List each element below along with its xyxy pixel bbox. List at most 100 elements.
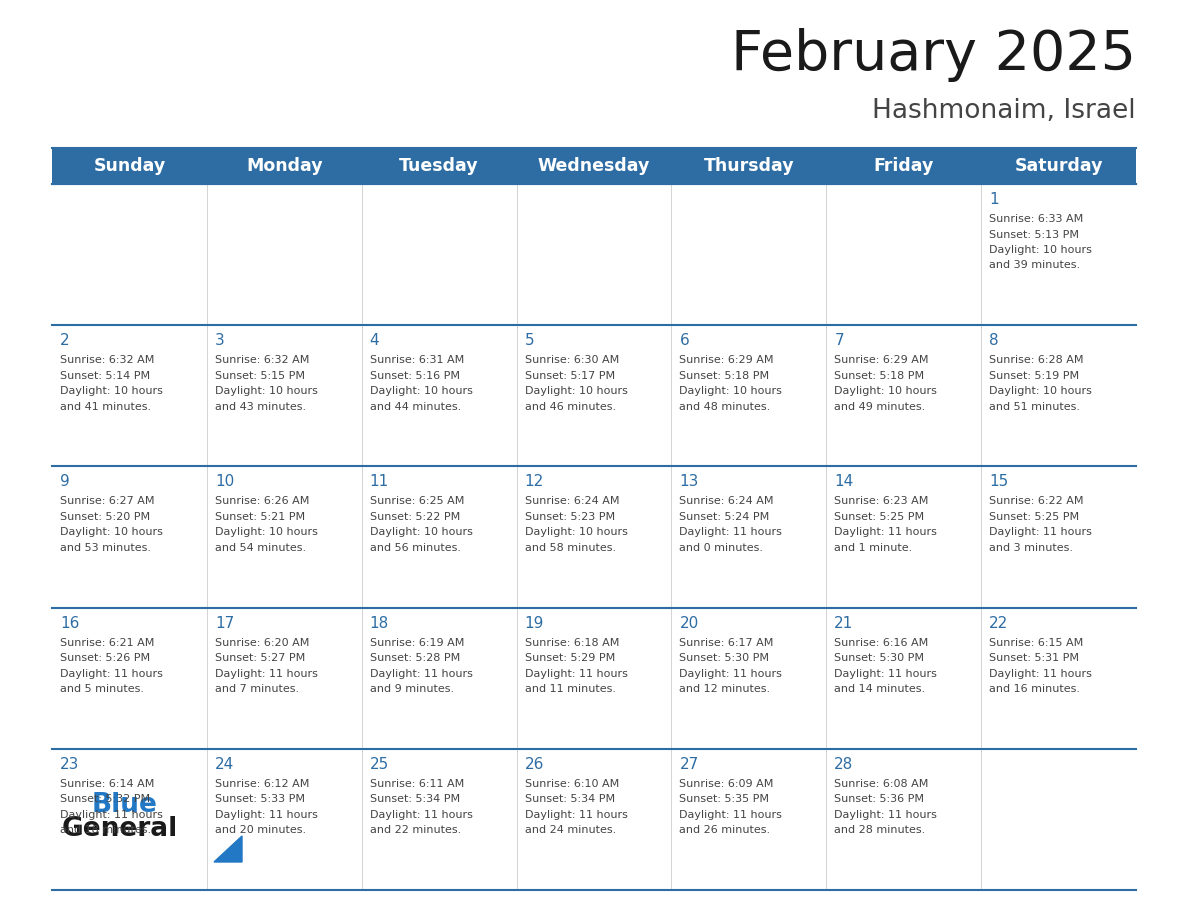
Text: Daylight: 11 hours: Daylight: 11 hours <box>834 668 937 678</box>
Text: Sunset: 5:35 PM: Sunset: 5:35 PM <box>680 794 770 804</box>
Text: Sunset: 5:32 PM: Sunset: 5:32 PM <box>61 794 150 804</box>
Text: 26: 26 <box>525 756 544 772</box>
Text: February 2025: February 2025 <box>731 28 1136 82</box>
Text: 4: 4 <box>369 333 379 348</box>
Text: Sunrise: 6:11 AM: Sunrise: 6:11 AM <box>369 778 465 789</box>
Text: Sunrise: 6:08 AM: Sunrise: 6:08 AM <box>834 778 929 789</box>
Polygon shape <box>214 836 242 862</box>
Text: 27: 27 <box>680 756 699 772</box>
Text: Sunrise: 6:21 AM: Sunrise: 6:21 AM <box>61 638 154 647</box>
Text: 18: 18 <box>369 616 388 631</box>
Text: Sunset: 5:34 PM: Sunset: 5:34 PM <box>369 794 460 804</box>
Text: Sunset: 5:34 PM: Sunset: 5:34 PM <box>525 794 614 804</box>
Text: Sunrise: 6:24 AM: Sunrise: 6:24 AM <box>525 497 619 507</box>
Text: Wednesday: Wednesday <box>538 157 650 175</box>
Text: Thursday: Thursday <box>703 157 794 175</box>
Text: 2: 2 <box>61 333 70 348</box>
Text: and 41 minutes.: and 41 minutes. <box>61 402 151 411</box>
Text: 20: 20 <box>680 616 699 631</box>
Text: Sunrise: 6:12 AM: Sunrise: 6:12 AM <box>215 778 309 789</box>
Bar <box>52 148 1136 184</box>
Text: Sunrise: 6:25 AM: Sunrise: 6:25 AM <box>369 497 465 507</box>
Text: Daylight: 10 hours: Daylight: 10 hours <box>369 386 473 397</box>
Text: Hashmonaim, Israel: Hashmonaim, Israel <box>872 98 1136 124</box>
Text: Sunrise: 6:17 AM: Sunrise: 6:17 AM <box>680 638 773 647</box>
Text: Daylight: 10 hours: Daylight: 10 hours <box>990 386 1092 397</box>
Text: Friday: Friday <box>873 157 934 175</box>
Text: and 24 minutes.: and 24 minutes. <box>525 825 615 835</box>
Text: Sunrise: 6:18 AM: Sunrise: 6:18 AM <box>525 638 619 647</box>
Text: Sunset: 5:33 PM: Sunset: 5:33 PM <box>215 794 305 804</box>
Text: Sunset: 5:36 PM: Sunset: 5:36 PM <box>834 794 924 804</box>
Text: Daylight: 10 hours: Daylight: 10 hours <box>525 528 627 537</box>
Text: Sunset: 5:26 PM: Sunset: 5:26 PM <box>61 653 150 663</box>
Text: Daylight: 11 hours: Daylight: 11 hours <box>525 668 627 678</box>
Text: 23: 23 <box>61 756 80 772</box>
Text: 24: 24 <box>215 756 234 772</box>
Text: Daylight: 11 hours: Daylight: 11 hours <box>834 810 937 820</box>
Text: Sunset: 5:23 PM: Sunset: 5:23 PM <box>525 512 614 522</box>
Text: Sunset: 5:20 PM: Sunset: 5:20 PM <box>61 512 150 522</box>
Text: Sunset: 5:31 PM: Sunset: 5:31 PM <box>990 653 1079 663</box>
Text: Daylight: 11 hours: Daylight: 11 hours <box>215 810 317 820</box>
Text: 22: 22 <box>990 616 1009 631</box>
Text: 3: 3 <box>215 333 225 348</box>
Text: Sunrise: 6:23 AM: Sunrise: 6:23 AM <box>834 497 929 507</box>
Text: General: General <box>62 816 178 842</box>
Text: Sunset: 5:21 PM: Sunset: 5:21 PM <box>215 512 305 522</box>
Text: Sunset: 5:22 PM: Sunset: 5:22 PM <box>369 512 460 522</box>
Text: 9: 9 <box>61 475 70 489</box>
Text: and 53 minutes.: and 53 minutes. <box>61 543 151 553</box>
Text: and 56 minutes.: and 56 minutes. <box>369 543 461 553</box>
Text: 8: 8 <box>990 333 999 348</box>
Text: Tuesday: Tuesday <box>399 157 479 175</box>
Text: and 7 minutes.: and 7 minutes. <box>215 684 299 694</box>
Text: 6: 6 <box>680 333 689 348</box>
Text: Sunset: 5:29 PM: Sunset: 5:29 PM <box>525 653 615 663</box>
Text: Daylight: 10 hours: Daylight: 10 hours <box>215 528 317 537</box>
Text: 5: 5 <box>525 333 535 348</box>
Text: Daylight: 11 hours: Daylight: 11 hours <box>680 668 783 678</box>
Text: and 46 minutes.: and 46 minutes. <box>525 402 615 411</box>
Text: Blue: Blue <box>91 792 158 818</box>
Text: Daylight: 11 hours: Daylight: 11 hours <box>990 668 1092 678</box>
Text: Daylight: 11 hours: Daylight: 11 hours <box>525 810 627 820</box>
Text: Daylight: 11 hours: Daylight: 11 hours <box>369 668 473 678</box>
Text: and 18 minutes.: and 18 minutes. <box>61 825 151 835</box>
Text: Sunrise: 6:30 AM: Sunrise: 6:30 AM <box>525 355 619 365</box>
Text: and 20 minutes.: and 20 minutes. <box>215 825 307 835</box>
Text: Sunrise: 6:29 AM: Sunrise: 6:29 AM <box>834 355 929 365</box>
Text: Sunset: 5:13 PM: Sunset: 5:13 PM <box>990 230 1079 240</box>
Text: Daylight: 11 hours: Daylight: 11 hours <box>680 528 783 537</box>
Text: 1: 1 <box>990 192 999 207</box>
Text: and 28 minutes.: and 28 minutes. <box>834 825 925 835</box>
Text: Daylight: 11 hours: Daylight: 11 hours <box>215 668 317 678</box>
Text: 25: 25 <box>369 756 388 772</box>
Text: Sunrise: 6:31 AM: Sunrise: 6:31 AM <box>369 355 465 365</box>
Text: Daylight: 11 hours: Daylight: 11 hours <box>61 810 163 820</box>
Text: Sunset: 5:28 PM: Sunset: 5:28 PM <box>369 653 460 663</box>
Text: Sunset: 5:15 PM: Sunset: 5:15 PM <box>215 371 305 381</box>
Text: Sunrise: 6:20 AM: Sunrise: 6:20 AM <box>215 638 309 647</box>
Text: Monday: Monday <box>246 157 323 175</box>
Text: and 51 minutes.: and 51 minutes. <box>990 402 1080 411</box>
Text: 16: 16 <box>61 616 80 631</box>
Text: Sunset: 5:18 PM: Sunset: 5:18 PM <box>680 371 770 381</box>
Text: and 44 minutes.: and 44 minutes. <box>369 402 461 411</box>
Text: Sunset: 5:30 PM: Sunset: 5:30 PM <box>834 653 924 663</box>
Text: and 9 minutes.: and 9 minutes. <box>369 684 454 694</box>
Text: and 1 minute.: and 1 minute. <box>834 543 912 553</box>
Text: Sunrise: 6:09 AM: Sunrise: 6:09 AM <box>680 778 773 789</box>
Text: and 22 minutes.: and 22 minutes. <box>369 825 461 835</box>
Text: and 54 minutes.: and 54 minutes. <box>215 543 307 553</box>
Text: 28: 28 <box>834 756 853 772</box>
Text: Sunday: Sunday <box>94 157 165 175</box>
Text: Sunset: 5:17 PM: Sunset: 5:17 PM <box>525 371 614 381</box>
Text: Sunset: 5:24 PM: Sunset: 5:24 PM <box>680 512 770 522</box>
Text: and 39 minutes.: and 39 minutes. <box>990 261 1080 271</box>
Text: 10: 10 <box>215 475 234 489</box>
Text: and 26 minutes.: and 26 minutes. <box>680 825 771 835</box>
Text: Sunset: 5:14 PM: Sunset: 5:14 PM <box>61 371 150 381</box>
Text: Sunset: 5:25 PM: Sunset: 5:25 PM <box>834 512 924 522</box>
Text: Sunset: 5:25 PM: Sunset: 5:25 PM <box>990 512 1079 522</box>
